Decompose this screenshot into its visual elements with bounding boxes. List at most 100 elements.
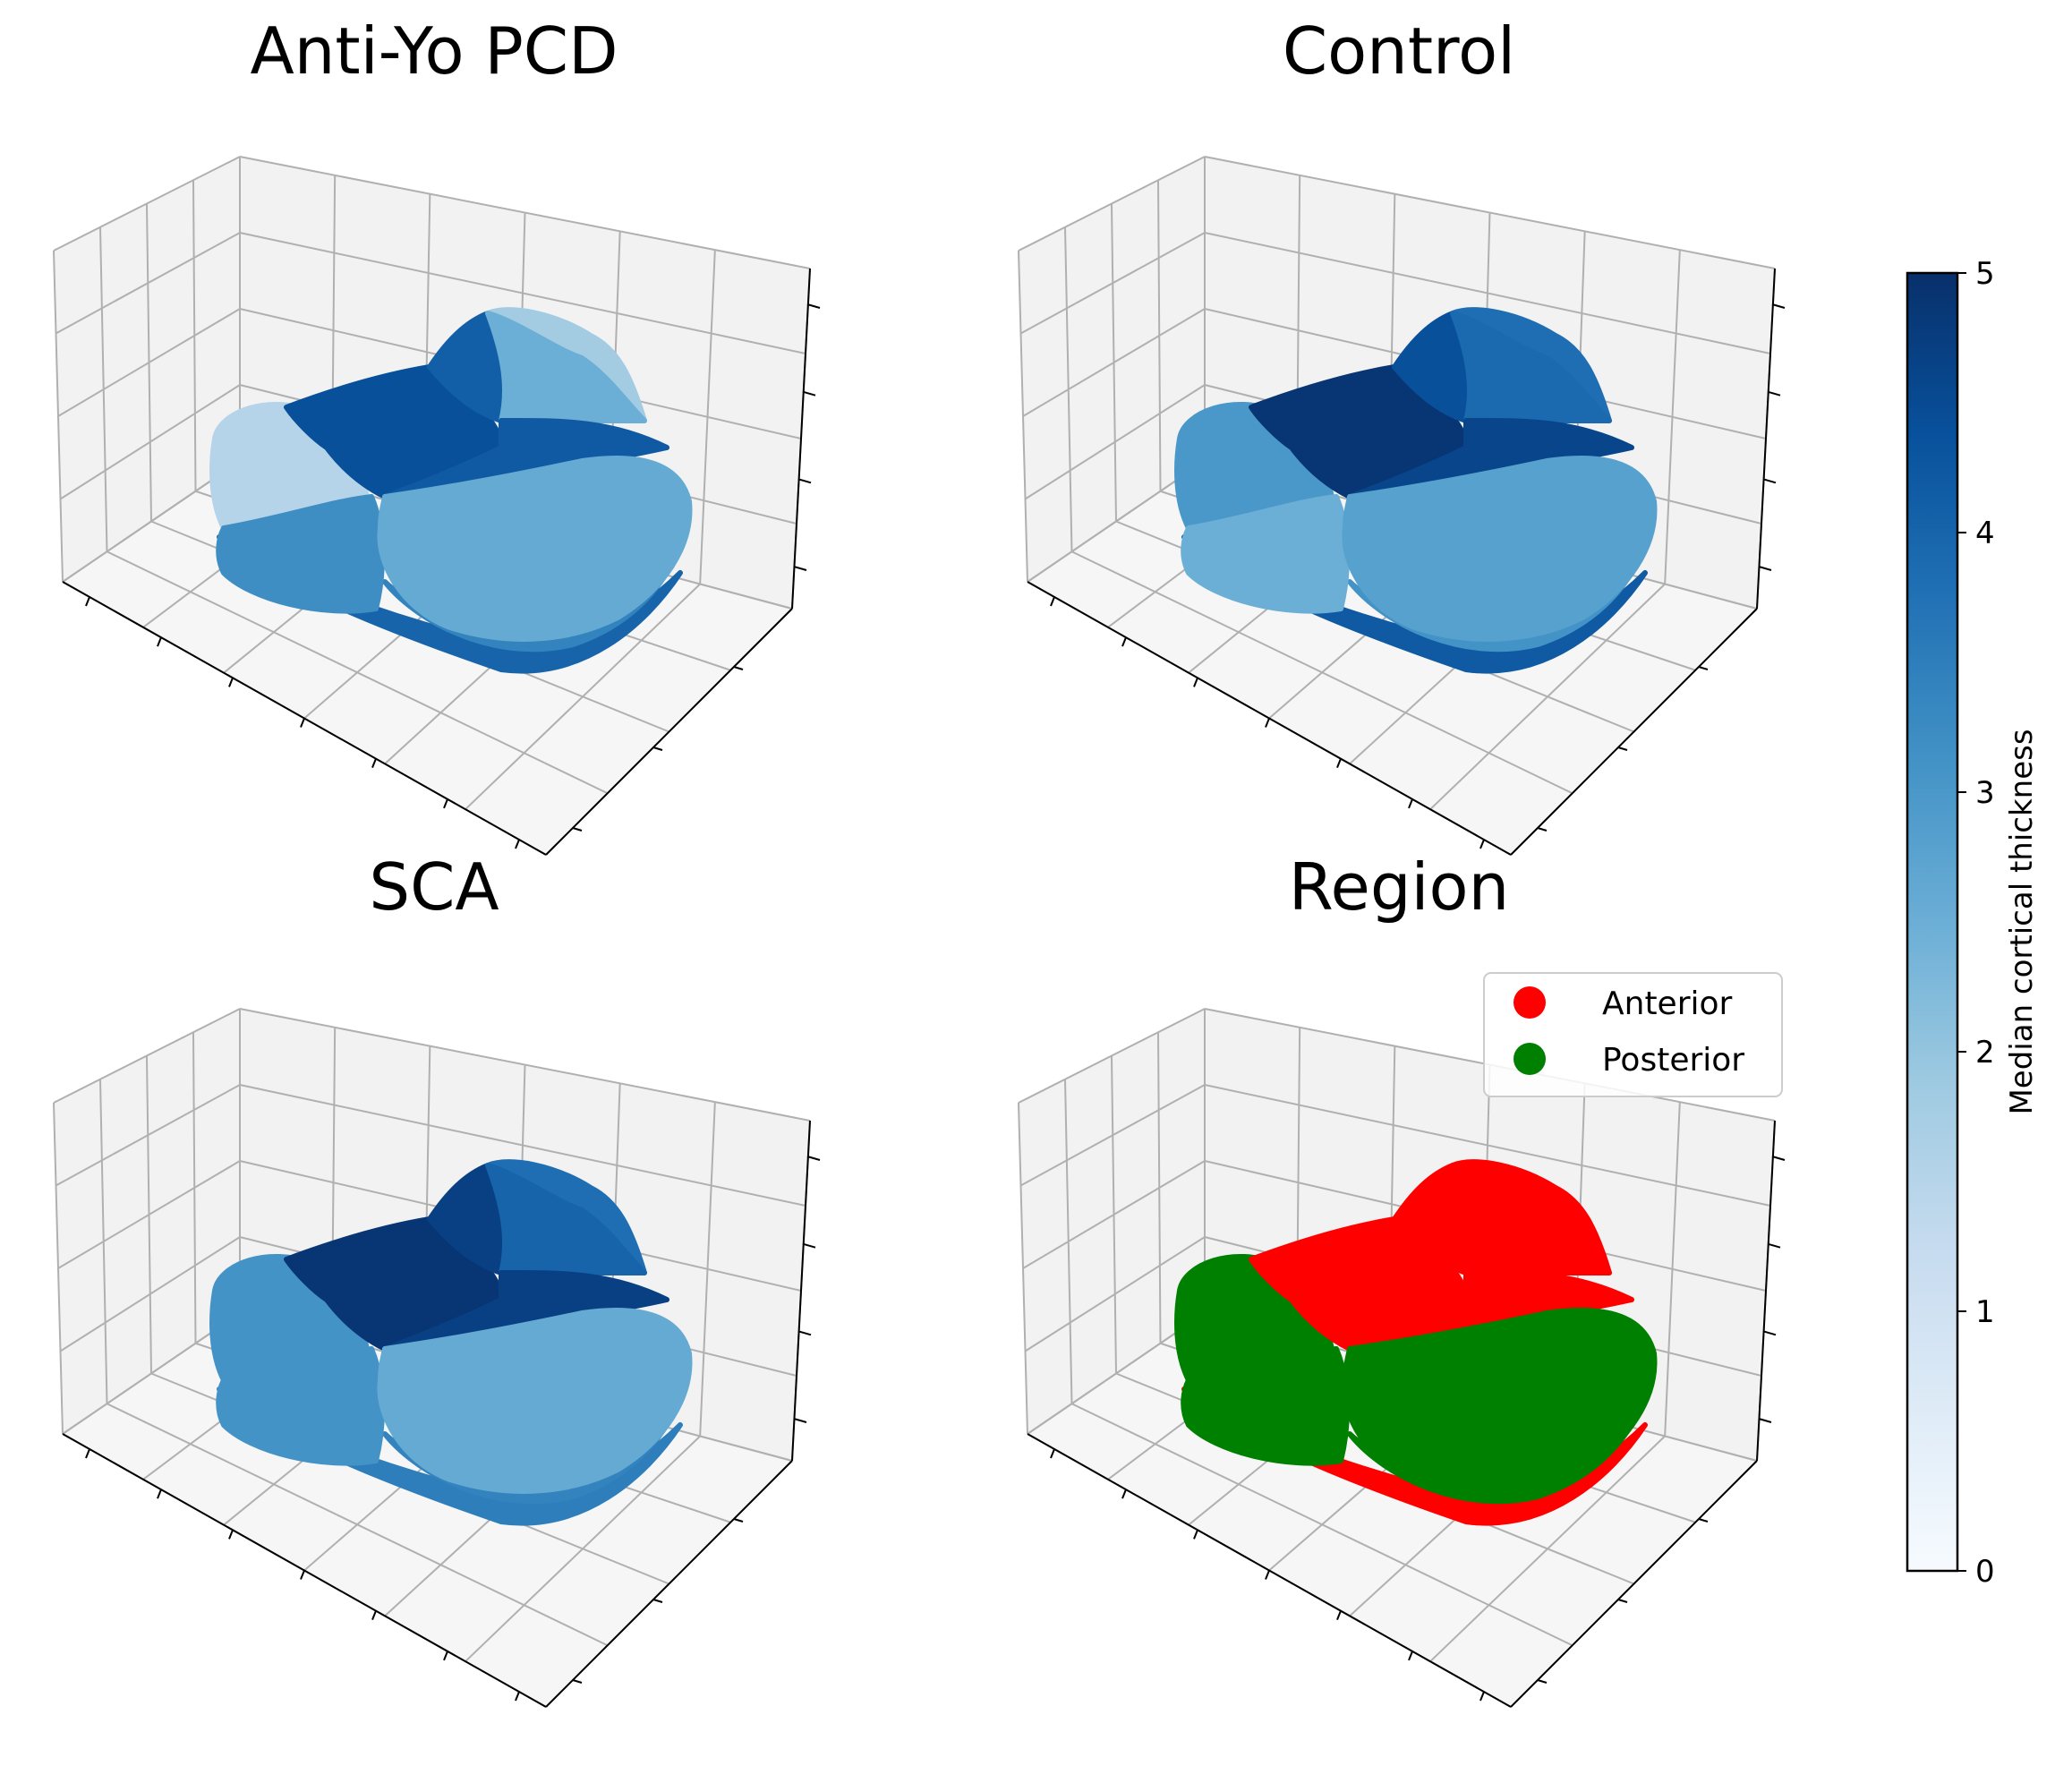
z-axis-line [791,268,811,610]
panel-title: Anti-Yo PCD [250,13,618,89]
panel-anti-yo-pcd: Anti-Yo PCD [53,13,821,856]
x-tick [157,1489,162,1499]
x-tick [1479,839,1485,849]
y-axis-line [1510,1460,1758,1708]
grid-line [1020,1084,1206,1187]
grid-line [107,1403,609,1647]
y-tick [1698,1518,1709,1523]
x-tick [157,636,162,647]
y-tick [1698,666,1709,670]
region-posterior-right [1342,456,1658,642]
x-tick [1050,1448,1055,1459]
panel-region: Region Anterior Posterior [1018,849,1786,1708]
colorbar-tick-label: 3 [1975,775,1995,811]
grid-line [107,550,609,795]
z-axis-line [1756,268,1776,610]
x-tick [1408,798,1413,809]
grid-line [57,1160,241,1269]
grid-line [1022,1160,1206,1269]
x-tick [1121,636,1127,647]
x-tick [300,1570,305,1580]
region-posterior-left-lower [1181,1346,1350,1466]
y-axis-line [1510,608,1758,856]
grid-line [1204,1084,1771,1207]
grid-line [239,1008,811,1122]
brain-surface [1174,1159,1658,1526]
z-tick [1758,566,1772,571]
colorbar-label: Median cortical thickness [2004,729,2040,1114]
x-tick [1265,1570,1270,1580]
colorbar-tick-label: 4 [1975,516,1995,551]
x-tick [1193,677,1198,687]
x-tick [1050,596,1055,607]
x-tick [1121,1489,1127,1499]
z-axis-line [1756,1120,1776,1462]
z-axis-line [791,1120,811,1462]
region-posterior-left-lower [1181,494,1350,614]
y-axis-line [545,1460,793,1708]
grid-line [57,308,241,417]
region-posterior-right [1342,1308,1658,1494]
brain-surface [209,307,693,674]
region-posterior-right [377,456,693,642]
x-tick [1479,1691,1485,1702]
panel-title: Control [1283,13,1515,89]
z-tick [793,566,807,571]
grid-line [59,1236,241,1352]
grid-line [1071,1403,1573,1647]
x-tick [371,1610,377,1621]
y-tick [1537,1679,1548,1684]
legend-label-anterior: Anterior [1602,985,1733,1022]
x-tick [228,1529,234,1540]
z-tick [1771,303,1786,309]
grid-line [239,232,806,354]
y-tick [572,1679,583,1684]
x-tick [371,758,377,769]
brain-surface [1174,307,1658,674]
grid-line [1204,156,1776,269]
y-tick [1617,1599,1628,1603]
y-tick [652,746,663,751]
y-tick [572,827,583,832]
z-tick [806,1156,821,1161]
z-tick [802,390,816,397]
region-anterior-upper-right [485,1163,647,1275]
z-tick [1762,1330,1777,1336]
grid-line [1020,232,1206,335]
x-tick [443,1651,448,1661]
grid-line [55,232,241,335]
x-tick [443,798,448,809]
legend-marker-anterior [1513,986,1546,1019]
colorbar: 0 1 2 3 4 5 Median cortical thickness [1906,256,2040,1590]
legend-marker-posterior [1513,1043,1546,1075]
region-posterior-left-lower [216,1346,385,1466]
x-tick [85,1448,90,1459]
x-tick [228,677,234,687]
grid-line [53,156,241,252]
x-tick [515,839,520,849]
x-tick [1336,758,1342,769]
y-tick [1617,746,1628,751]
x-tick [1408,1651,1413,1661]
x-tick [515,1691,520,1702]
z-tick [797,478,812,484]
grid-line [1022,308,1206,417]
z-tick [1771,1156,1786,1161]
grid-line [1024,384,1206,500]
z-tick [806,303,821,309]
y-axis-line [545,608,793,856]
z-tick [797,1330,812,1336]
grid-line [1024,1236,1206,1352]
region-anterior-upper-right [1450,311,1612,424]
legend-label-posterior: Posterior [1602,1042,1744,1079]
x-tick [300,718,305,728]
grid-line [55,1084,241,1187]
colorbar-gradient [1906,271,1959,1573]
region-anterior-upper-right [485,311,647,424]
grid-line [1204,232,1771,354]
y-tick [1537,827,1548,832]
panel-control: Control [1018,13,1786,856]
grid-line [1018,156,1206,252]
z-tick [1758,1418,1772,1423]
